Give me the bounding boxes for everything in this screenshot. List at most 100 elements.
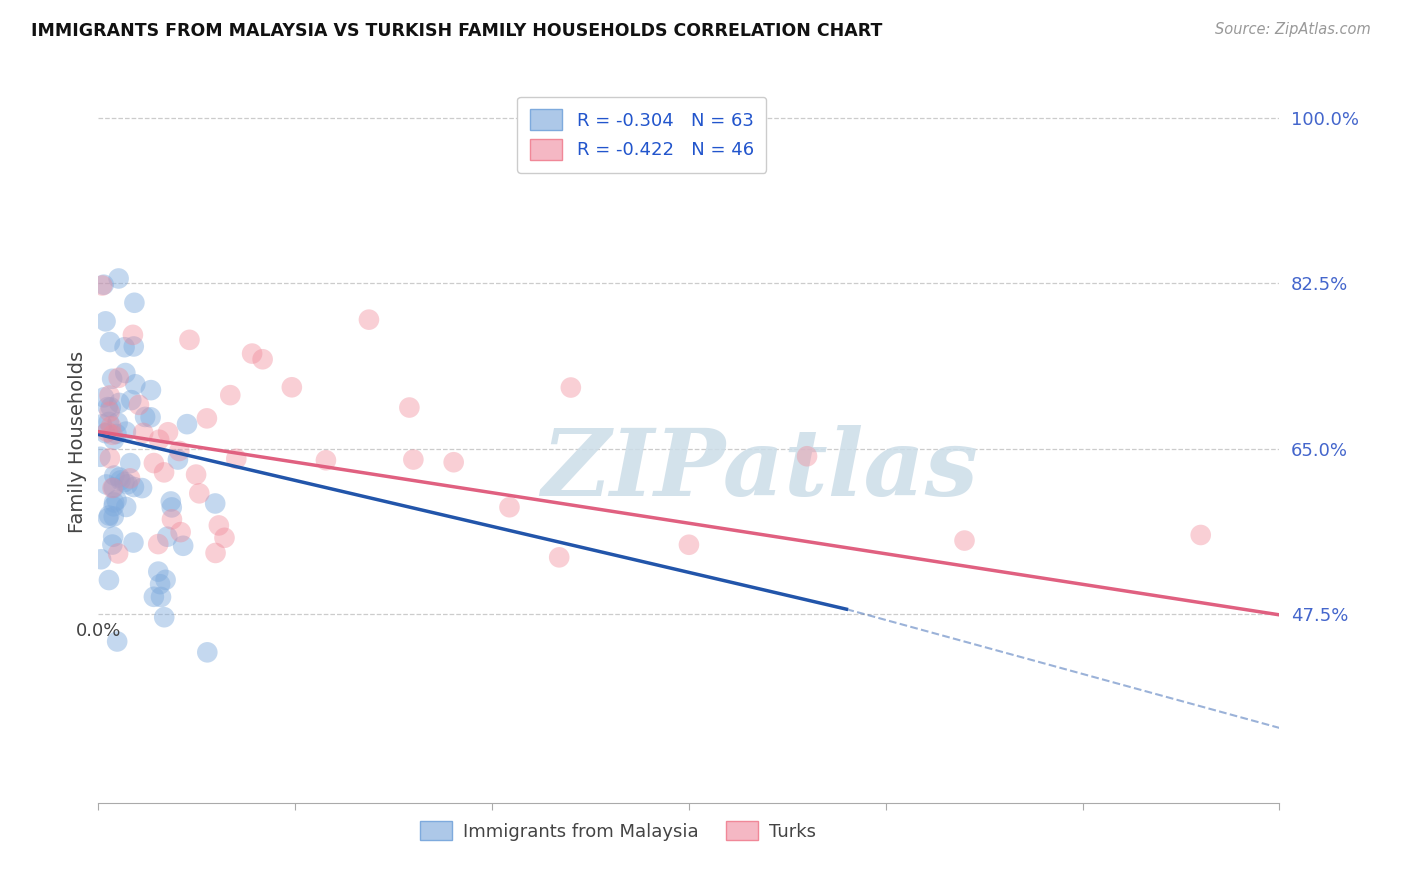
Point [160, 500, 183, 515]
Point [195, 411, 218, 425]
Point [153, 466, 176, 480]
Point [89, 450, 111, 464]
Point [103, 500, 125, 514]
Point [101, 372, 124, 386]
Point [204, 496, 226, 510]
Point [281, 380, 304, 394]
Text: 0.0%: 0.0% [76, 623, 121, 640]
Point [105, 634, 128, 648]
Point [98, 334, 121, 349]
Point [157, 425, 180, 440]
Point [139, 383, 162, 397]
Point [142, 456, 165, 470]
Point [103, 495, 125, 509]
Point [128, 398, 150, 412]
Point [132, 425, 155, 440]
Point [240, 346, 263, 360]
Point [159, 494, 181, 508]
Point [105, 426, 128, 441]
Point [96, 425, 118, 439]
Point [398, 401, 420, 415]
Point [560, 380, 582, 394]
Point [115, 425, 138, 439]
Point [796, 449, 818, 463]
Point [97, 400, 120, 414]
Point [93, 277, 115, 292]
Point [225, 451, 247, 466]
Point [114, 366, 136, 380]
Point [118, 471, 141, 485]
Point [142, 590, 165, 604]
Point [148, 433, 170, 447]
Point [149, 577, 172, 591]
Point [94, 314, 117, 328]
Point [90, 417, 112, 432]
Point [156, 530, 179, 544]
Point [678, 538, 700, 552]
Point [98, 388, 121, 402]
Point [96, 477, 118, 491]
Point [101, 481, 124, 495]
Point [953, 533, 976, 548]
Point [101, 537, 124, 551]
Point [188, 486, 211, 500]
Point [169, 444, 191, 458]
Point [131, 481, 153, 495]
Text: IMMIGRANTS FROM MALAYSIA VS TURKISH FAMILY HOUSEHOLDS CORRELATION CHART: IMMIGRANTS FROM MALAYSIA VS TURKISH FAMI… [31, 22, 883, 40]
Point [98, 508, 121, 523]
Point [122, 327, 145, 342]
Point [114, 340, 136, 354]
Point [101, 427, 124, 442]
Point [122, 480, 145, 494]
Point [120, 393, 142, 408]
Point [97, 511, 120, 525]
Point [219, 388, 242, 402]
Point [108, 396, 131, 410]
Point [153, 610, 176, 624]
Point [179, 333, 201, 347]
Point [103, 530, 125, 544]
Point [204, 546, 226, 560]
Point [98, 451, 121, 466]
Point [110, 474, 132, 488]
Point [214, 531, 236, 545]
Point [97, 415, 120, 429]
Point [134, 409, 156, 424]
Point [107, 271, 129, 285]
Point [1189, 528, 1212, 542]
Point [117, 477, 139, 491]
Point [357, 312, 380, 326]
Point [115, 500, 138, 514]
Point [122, 339, 145, 353]
Point [160, 512, 183, 526]
Point [94, 426, 117, 441]
Point [108, 470, 131, 484]
Point [155, 573, 177, 587]
Point [107, 416, 129, 430]
Point [93, 390, 115, 404]
Point [98, 405, 121, 419]
Point [402, 452, 425, 467]
Point [114, 475, 136, 489]
Point [176, 417, 198, 432]
Point [148, 537, 170, 551]
Point [443, 455, 465, 469]
Point [124, 295, 146, 310]
Point [184, 467, 207, 482]
Point [90, 552, 112, 566]
Point [107, 371, 129, 385]
Point [169, 525, 191, 540]
Point [195, 645, 218, 659]
Point [103, 433, 125, 447]
Point [172, 539, 194, 553]
Point [120, 456, 142, 470]
Point [148, 565, 170, 579]
Point [122, 535, 145, 549]
Text: ZIPatlas: ZIPatlas [541, 425, 979, 516]
Point [103, 481, 125, 495]
Point [124, 377, 146, 392]
Point [105, 493, 128, 508]
Point [100, 419, 122, 434]
Point [103, 509, 125, 524]
Legend: Immigrants from Malaysia, Turks: Immigrants from Malaysia, Turks [413, 814, 824, 848]
